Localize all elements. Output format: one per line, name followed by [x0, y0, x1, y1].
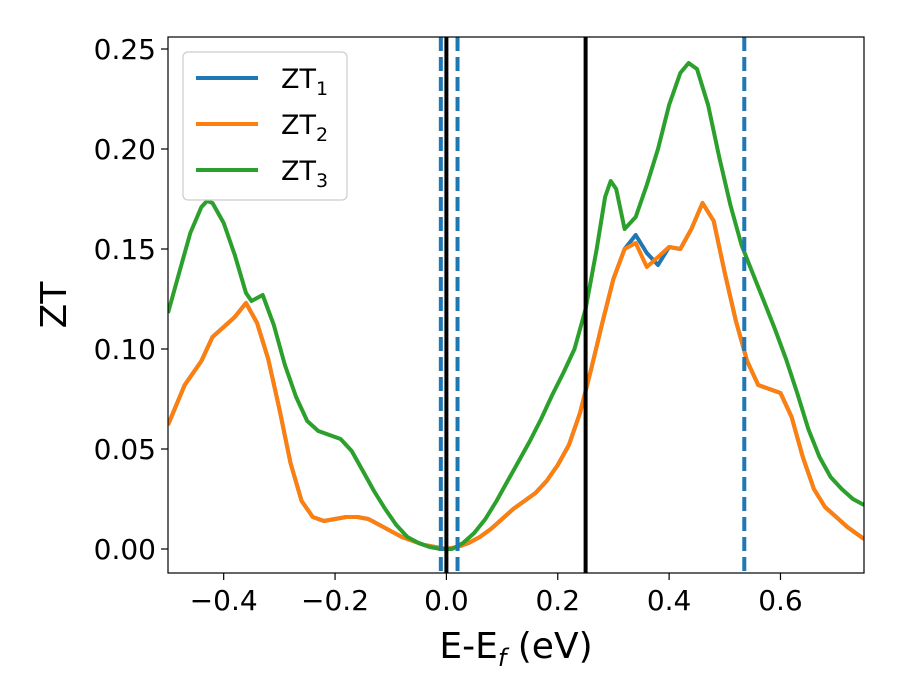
legend-label-zt3: ZT3 — [281, 156, 328, 192]
x-tick-label: 0.6 — [758, 584, 803, 617]
plot-area — [167, 36, 865, 574]
x-axis-label-unit: (eV) — [506, 626, 592, 667]
y-axis-label: ZT — [34, 281, 75, 329]
y-tick-label: 0.20 — [94, 133, 156, 166]
legend-label-subscript: 3 — [316, 170, 328, 192]
x-tick-label: 0.4 — [647, 584, 692, 617]
x-axis-label-main: E-E — [439, 626, 497, 667]
legend-label-zt1: ZT1 — [281, 64, 328, 100]
y-tick-label: 0.15 — [94, 233, 156, 266]
y-axis-ticks: 0.00 0.05 0.10 0.15 0.20 0.25 — [94, 33, 168, 566]
legend-label-subscript: 1 — [316, 78, 328, 100]
legend-label-subscript: 2 — [316, 124, 328, 146]
y-tick-label: 0.05 — [94, 433, 156, 466]
x-tick-label: 0.2 — [535, 584, 580, 617]
x-axis-ticks: −0.4 −0.2 0.0 0.2 0.4 0.6 — [190, 573, 803, 617]
plot-frame — [167, 36, 865, 574]
series-line-zt3 — [168, 61, 864, 551]
y-tick-label: 0.00 — [94, 533, 156, 566]
legend-frame — [182, 51, 348, 201]
legend-label-main: ZT — [281, 64, 316, 95]
x-tick-label: −0.4 — [190, 584, 258, 617]
series-group — [168, 61, 864, 551]
x-tick-label: 0.0 — [424, 584, 469, 617]
legend-label-main: ZT — [281, 156, 316, 187]
legend-label-main: ZT — [281, 110, 316, 141]
x-axis-label: E-Ef (eV) — [439, 626, 592, 672]
y-tick-label: 0.25 — [94, 33, 156, 66]
y-tick-label: 0.10 — [94, 333, 156, 366]
x-tick-label: −0.2 — [301, 584, 369, 617]
legend-label-zt2: ZT2 — [281, 110, 328, 146]
series-line-zt2 — [168, 201, 864, 551]
